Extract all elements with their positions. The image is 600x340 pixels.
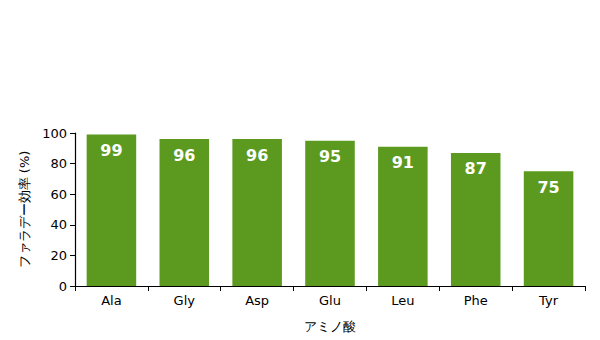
svg-text:96: 96 <box>173 146 195 165</box>
svg-text:87: 87 <box>465 159 487 178</box>
svg-text:Gly: Gly <box>174 293 196 308</box>
svg-text:99: 99 <box>100 141 122 160</box>
svg-text:91: 91 <box>392 153 414 172</box>
svg-text:0: 0 <box>59 279 67 294</box>
svg-text:100: 100 <box>42 126 67 141</box>
svg-text:60: 60 <box>50 187 67 202</box>
svg-text:Phe: Phe <box>464 293 488 308</box>
svg-text:Ala: Ala <box>101 293 121 308</box>
svg-text:40: 40 <box>50 217 67 232</box>
svg-text:96: 96 <box>246 146 268 165</box>
svg-text:Asp: Asp <box>245 293 269 308</box>
svg-text:Leu: Leu <box>391 293 414 308</box>
svg-text:Glu: Glu <box>319 293 341 308</box>
svg-text:75: 75 <box>537 178 559 197</box>
svg-text:Tyr: Tyr <box>538 293 559 308</box>
svg-text:アミノ酸: アミノ酸 <box>304 319 356 334</box>
svg-text:95: 95 <box>319 147 341 166</box>
svg-text:ファラデー効率 (%): ファラデー効率 (%) <box>17 151 32 269</box>
svg-text:80: 80 <box>50 156 67 171</box>
svg-text:20: 20 <box>50 248 67 263</box>
